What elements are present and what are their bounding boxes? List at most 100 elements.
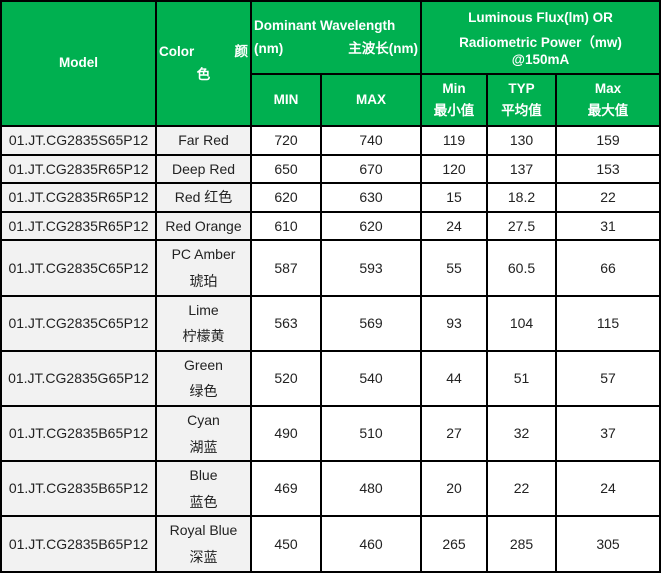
color-en: Royal Blue bbox=[169, 522, 238, 539]
table-row: 01.JT.CG2835G65P12 Green 绿色 520 540 44 51 57 bbox=[0, 349, 661, 407]
table-row: 01.JT.CG2835R65P12 Red 红色 620 630 15 18.2 22 bbox=[0, 182, 661, 213]
table-row: 01.JT.CG2835S65P12 Far Red 720 740 119 130 159 bbox=[0, 125, 661, 156]
cell-model: 01.JT.CG2835B65P12 bbox=[0, 460, 157, 518]
cell-fl-max: 24 bbox=[555, 460, 661, 518]
color-cn: 琥珀 bbox=[189, 272, 218, 289]
color-en: Blue bbox=[189, 467, 218, 484]
cell-wl-min: 520 bbox=[250, 349, 322, 407]
header-flux-1: Luminous Flux(lm) OR bbox=[468, 10, 613, 26]
header-wavelength-2: (nm) bbox=[254, 40, 284, 56]
cell-fl-min: 120 bbox=[420, 153, 489, 185]
table-row: 01.JT.CG2835B65P12 Blue 蓝色 469 480 20 22 24 bbox=[0, 460, 661, 518]
color-en: Cyan bbox=[187, 411, 220, 428]
cell-wl-min: 450 bbox=[250, 515, 322, 573]
cell-wl-min: 650 bbox=[250, 153, 322, 185]
cell-wl-max: 630 bbox=[319, 182, 423, 213]
header-model: Model bbox=[0, 0, 157, 127]
cell-color: PC Amber 琥珀 bbox=[155, 239, 252, 297]
table-row: 01.JT.CG2835R65P12 Deep Red 650 670 120 137 15… bbox=[0, 153, 661, 185]
header-fl-min: Min 最小值 bbox=[420, 73, 489, 127]
cell-color: Green 绿色 bbox=[155, 349, 252, 407]
cell-model: 01.JT.CG2835R65P12 bbox=[0, 182, 157, 213]
cell-wl-min: 469 bbox=[250, 460, 322, 518]
cell-wl-max: 480 bbox=[319, 460, 423, 518]
header-wl-min: MIN bbox=[250, 73, 322, 127]
color-en: PC Amber bbox=[171, 246, 236, 263]
cell-model: 01.JT.CG2835B65P12 bbox=[0, 404, 157, 463]
cell-model: 01.JT.CG2835C65P12 bbox=[0, 294, 157, 352]
cell-model: 01.JT.CG2835R65P12 bbox=[0, 153, 157, 185]
cell-fl-max: 57 bbox=[555, 349, 661, 407]
cell-fl-typ: 51 bbox=[486, 349, 558, 407]
color-cn: 深蓝 bbox=[189, 548, 218, 565]
cell-wl-max: 620 bbox=[319, 210, 423, 242]
cell-fl-min: 93 bbox=[420, 294, 489, 352]
cell-color: Deep Red bbox=[155, 153, 252, 185]
cell-fl-max: 31 bbox=[555, 210, 661, 242]
cell-fl-typ: 130 bbox=[486, 125, 558, 156]
cell-color: Blue 蓝色 bbox=[155, 460, 252, 518]
cell-wl-max: 460 bbox=[319, 515, 423, 573]
header-wavelength: Dominant Wavelength (nm) 主波长(nm) bbox=[249, 0, 423, 75]
cell-wl-max: 540 bbox=[319, 349, 423, 407]
cell-fl-max: 22 bbox=[555, 182, 661, 213]
header-fl-max-en: Max bbox=[594, 80, 622, 96]
header-flux-3: @150mA bbox=[511, 51, 570, 67]
cell-fl-max: 115 bbox=[555, 294, 661, 352]
cell-fl-typ: 104 bbox=[486, 294, 558, 352]
cell-fl-max: 159 bbox=[555, 125, 661, 156]
table-row: 01.JT.CG2835B65P12 Royal Blue 深蓝 450 460 265 2… bbox=[0, 515, 661, 573]
cell-model: 01.JT.CG2835R65P12 bbox=[0, 210, 157, 242]
cell-wl-min: 563 bbox=[250, 294, 322, 352]
cell-wl-max: 593 bbox=[319, 239, 423, 297]
table-row: 01.JT.CG2835R65P12 Red Orange 610 620 24 27.5… bbox=[0, 210, 661, 242]
cell-fl-typ: 22 bbox=[486, 460, 558, 518]
cell-wl-max: 740 bbox=[319, 125, 423, 156]
header-flux-2: Radiometric Power（mw) bbox=[459, 35, 622, 51]
header-color-cn-2: 色 bbox=[196, 66, 211, 82]
cell-wl-max: 670 bbox=[319, 153, 423, 185]
cell-model: 01.JT.CG2835C65P12 bbox=[0, 239, 157, 297]
cell-fl-min: 15 bbox=[420, 182, 489, 213]
header-wl-max: MAX bbox=[319, 73, 423, 127]
cell-fl-min: 20 bbox=[420, 460, 489, 518]
cell-fl-typ: 60.5 bbox=[486, 239, 558, 297]
cell-model: 01.JT.CG2835S65P12 bbox=[0, 125, 157, 156]
header-flux: Luminous Flux(lm) OR Radiometric Power（mw… bbox=[420, 0, 661, 75]
header-fl-typ-en: TYP bbox=[508, 80, 535, 96]
header-fl-min-cn: 最小值 bbox=[433, 103, 475, 118]
color-en: Green bbox=[184, 356, 223, 373]
cell-wl-min: 620 bbox=[250, 182, 322, 213]
cell-wl-min: 490 bbox=[250, 404, 322, 463]
header-wavelength-cn: 主波长(nm) bbox=[348, 40, 419, 56]
cell-fl-max: 153 bbox=[555, 153, 661, 185]
color-cn: 蓝色 bbox=[189, 493, 218, 510]
header-wavelength-1: Dominant Wavelength bbox=[254, 18, 396, 34]
cell-model: 01.JT.CG2835G65P12 bbox=[0, 349, 157, 407]
cell-fl-typ: 32 bbox=[486, 404, 558, 463]
cell-fl-typ: 27.5 bbox=[486, 210, 558, 242]
cell-fl-min: 44 bbox=[420, 349, 489, 407]
cell-wl-min: 587 bbox=[250, 239, 322, 297]
color-cn: 绿色 bbox=[189, 383, 218, 400]
cell-fl-min: 55 bbox=[420, 239, 489, 297]
header-fl-max-cn: 最大值 bbox=[587, 103, 629, 118]
cell-wl-max: 510 bbox=[319, 404, 423, 463]
cell-fl-min: 24 bbox=[420, 210, 489, 242]
cell-color: Red 红色 bbox=[155, 182, 252, 213]
cell-fl-typ: 285 bbox=[486, 515, 558, 573]
header-color: Color 颜色 bbox=[155, 0, 252, 127]
cell-fl-min: 119 bbox=[420, 125, 489, 156]
cell-fl-min: 265 bbox=[420, 515, 489, 573]
color-cn: 柠檬黄 bbox=[182, 328, 225, 345]
header-color-cn-1: 颜 bbox=[234, 44, 249, 60]
cell-fl-max: 305 bbox=[555, 515, 661, 573]
cell-color: Royal Blue 深蓝 bbox=[155, 515, 252, 573]
header-fl-max: Max 最大值 bbox=[555, 73, 661, 127]
header-color-en: Color bbox=[159, 44, 195, 60]
cell-color: Cyan 湖蓝 bbox=[155, 404, 252, 463]
color-cn: 湖蓝 bbox=[189, 438, 218, 455]
cell-fl-max: 66 bbox=[555, 239, 661, 297]
cell-fl-typ: 137 bbox=[486, 153, 558, 185]
